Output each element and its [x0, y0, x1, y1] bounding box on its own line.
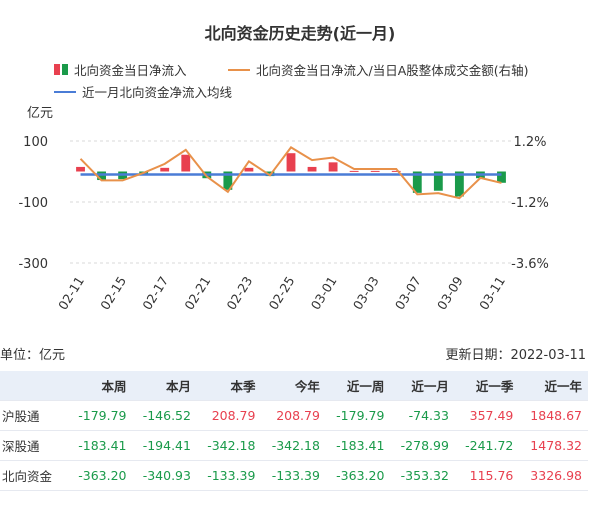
- table-cell: -133.39: [196, 460, 262, 491]
- chart-title: 北向资金历史走势(近一月): [204, 24, 396, 43]
- col-header: 今年: [261, 371, 326, 401]
- legend-ratio-label: 北向资金当日净流入/当日A股整体成交金额(右轴): [256, 63, 529, 78]
- legend-ratio[interactable]: 北向资金当日净流入/当日A股整体成交金额(右轴): [228, 60, 529, 79]
- bar[interactable]: [181, 154, 191, 172]
- table-cell: -342.18: [261, 430, 326, 461]
- ratio-line-layer: [79, 146, 502, 200]
- legend-ratio-swatch: [228, 68, 250, 71]
- bar[interactable]: [370, 170, 380, 172]
- x-tick-label: 02-25: [266, 274, 298, 313]
- bar[interactable]: [433, 171, 443, 191]
- table-header-row: 本周 本月 本季 今年 近一周 近一月 近一季 近一年: [0, 371, 588, 401]
- legend-positive-swatch: [54, 64, 60, 75]
- bar[interactable]: [223, 171, 233, 190]
- y2-tick-label: -3.6%: [511, 257, 549, 272]
- corner-cell: [0, 371, 68, 401]
- col-header: 近一周: [325, 371, 391, 401]
- table-cell: -183.41: [68, 430, 133, 461]
- x-tick-label: 02-15: [97, 274, 129, 313]
- bar[interactable]: [497, 171, 506, 183]
- x-tick-label: 03-01: [308, 274, 340, 313]
- x-tick-label: 03-11: [476, 274, 508, 313]
- table-row: 深股通 -183.41 -194.41 -342.18 -342.18 -183.41 -2…: [0, 430, 588, 461]
- table-row: 北向资金 -363.20 -340.93 -133.39 -133.39 -363.20-…: [0, 460, 588, 491]
- grid-layer: [70, 140, 512, 264]
- legend-avg-label: 近一月北向资金净流入均线: [82, 85, 233, 100]
- bar[interactable]: [286, 153, 296, 172]
- table-cell: 115.76: [454, 460, 520, 491]
- table-cell: 208.79: [196, 400, 262, 431]
- row-label: 深股通: [0, 430, 68, 461]
- table-cell: -74.33: [390, 400, 455, 431]
- table-cell: 1478.32: [519, 430, 588, 461]
- table-cell: -241.72: [454, 430, 520, 461]
- ratio-line: [79, 146, 502, 200]
- y-axis-unit: 亿元: [27, 106, 53, 121]
- table-cell: -133.39: [261, 460, 326, 491]
- chart-plot: 亿元 100 -100 -300 1.2% -1.2% -3.6% 02-11 02-15 02…: [18, 106, 548, 312]
- table-cell: -183.41: [325, 430, 391, 461]
- row-label: 北向资金: [0, 460, 68, 491]
- table-cell: -353.32: [390, 460, 455, 491]
- table-cell: -179.79: [325, 400, 391, 431]
- legend-bar-label: 北向资金当日净流入: [74, 63, 187, 78]
- bar[interactable]: [349, 170, 359, 172]
- col-header: 本周: [68, 371, 133, 401]
- bar[interactable]: [454, 171, 464, 197]
- bar[interactable]: [328, 162, 338, 172]
- table-cell: -194.41: [132, 430, 197, 461]
- col-header: 近一年: [519, 371, 588, 401]
- legend-negative-swatch: [62, 64, 68, 75]
- table-cell: -363.20: [68, 460, 133, 491]
- y-tick-label: -300: [18, 257, 48, 272]
- table-cell: -146.52: [132, 400, 197, 431]
- tick-layer: 100 -100 -300 1.2% -1.2% -3.6% 02-11 02-15 02-17…: [18, 135, 548, 312]
- y-tick-label: -100: [18, 196, 48, 211]
- table-cell: -179.79: [68, 400, 133, 431]
- table-cell: -363.20: [325, 460, 391, 491]
- x-tick-label: 02-17: [139, 274, 171, 313]
- col-header: 近一季: [454, 371, 520, 401]
- bar[interactable]: [76, 166, 85, 172]
- table-cell: 208.79: [261, 400, 326, 431]
- bar[interactable]: [412, 171, 422, 193]
- y-tick-label: 100: [23, 135, 48, 150]
- bar[interactable]: [391, 170, 401, 172]
- bar[interactable]: [244, 167, 254, 172]
- bar[interactable]: [307, 166, 317, 172]
- x-tick-label: 03-09: [434, 274, 466, 313]
- table-cell: 1848.67: [519, 400, 588, 431]
- bar[interactable]: [160, 167, 170, 172]
- unit-label: 单位：亿元: [0, 348, 66, 363]
- table-header-info: 单位：亿元 更新日期：2022-03-11: [0, 344, 600, 364]
- x-tick-label: 03-03: [350, 274, 382, 313]
- x-tick-label: 03-07: [392, 274, 424, 313]
- col-header: 近一月: [390, 371, 455, 401]
- y2-tick-label: 1.2%: [513, 135, 546, 150]
- col-header: 本月: [132, 371, 197, 401]
- x-tick-label: 02-11: [55, 274, 87, 313]
- flow-table: 本周 本月 本季 今年 近一周 近一月 近一季 近一年 沪股通 -179.79 -1…: [0, 371, 588, 491]
- legend-avg-swatch: [54, 90, 76, 93]
- row-label: 沪股通: [0, 400, 68, 431]
- table-cell: 3326.98: [519, 460, 588, 491]
- legend-bar[interactable]: 北向资金当日净流入: [54, 60, 187, 79]
- x-tick-label: 02-23: [223, 274, 255, 313]
- table-row: 沪股通 -179.79 -146.52 208.79 208.79 -179.79 -74.…: [0, 400, 588, 431]
- y2-tick-label: -1.2%: [511, 196, 549, 211]
- col-header: 本季: [196, 371, 262, 401]
- table-cell: 357.49: [454, 400, 520, 431]
- table-cell: -278.99: [390, 430, 455, 461]
- update-date: 更新日期：2022-03-11: [445, 348, 586, 363]
- table-cell: -342.18: [196, 430, 262, 461]
- legend-avg[interactable]: 近一月北向资金净流入均线: [54, 82, 232, 101]
- table-cell: -340.93: [132, 460, 197, 491]
- x-tick-label: 02-21: [181, 274, 213, 313]
